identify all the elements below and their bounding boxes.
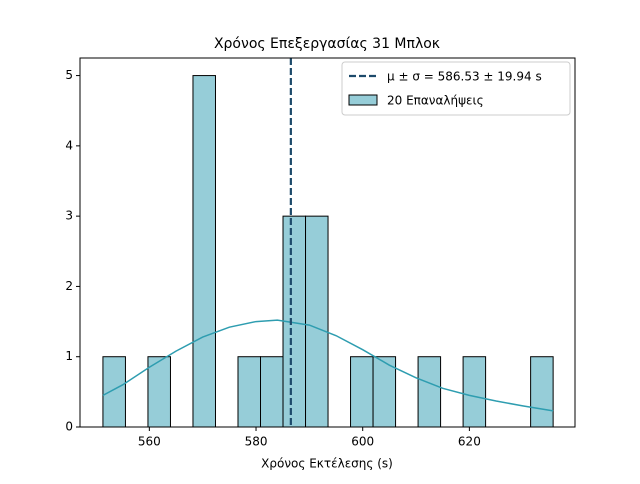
legend-label: 20 Επαναλήψεις: [387, 94, 484, 108]
bar: [305, 215, 329, 428]
legend-swatch: [348, 94, 378, 106]
x-axis-label: Χρόνος Εκτέλεσης (s): [261, 457, 393, 471]
x-tick-label: 620: [458, 435, 481, 449]
bar: [462, 356, 487, 428]
bar: [102, 356, 126, 428]
bar: [147, 356, 171, 428]
y-tick-label: 2: [65, 279, 73, 293]
y-tick-label: 4: [65, 138, 73, 152]
bar: [237, 356, 262, 428]
bar: [417, 356, 442, 428]
y-tick-label: 1: [65, 349, 73, 363]
x-tick-label: 600: [351, 435, 374, 449]
plot-frame: [79, 57, 576, 428]
bar: [530, 356, 554, 428]
legend-box: [341, 61, 571, 116]
y-tick-label: 0: [65, 420, 73, 434]
y-tick-label: 3: [65, 209, 73, 223]
x-tick-label: 560: [138, 435, 161, 449]
chart-title: Χρόνος Επεξεργασίας 31 Μπλοκ: [214, 36, 440, 52]
x-tick-label: 580: [245, 435, 268, 449]
bar: [350, 356, 374, 428]
kde-line: [102, 319, 554, 412]
y-tick-label: 5: [65, 68, 73, 82]
legend-label: μ ± σ = 586.53 ± 19.94 s: [387, 70, 542, 84]
bar: [260, 356, 284, 428]
bar: [192, 75, 216, 428]
